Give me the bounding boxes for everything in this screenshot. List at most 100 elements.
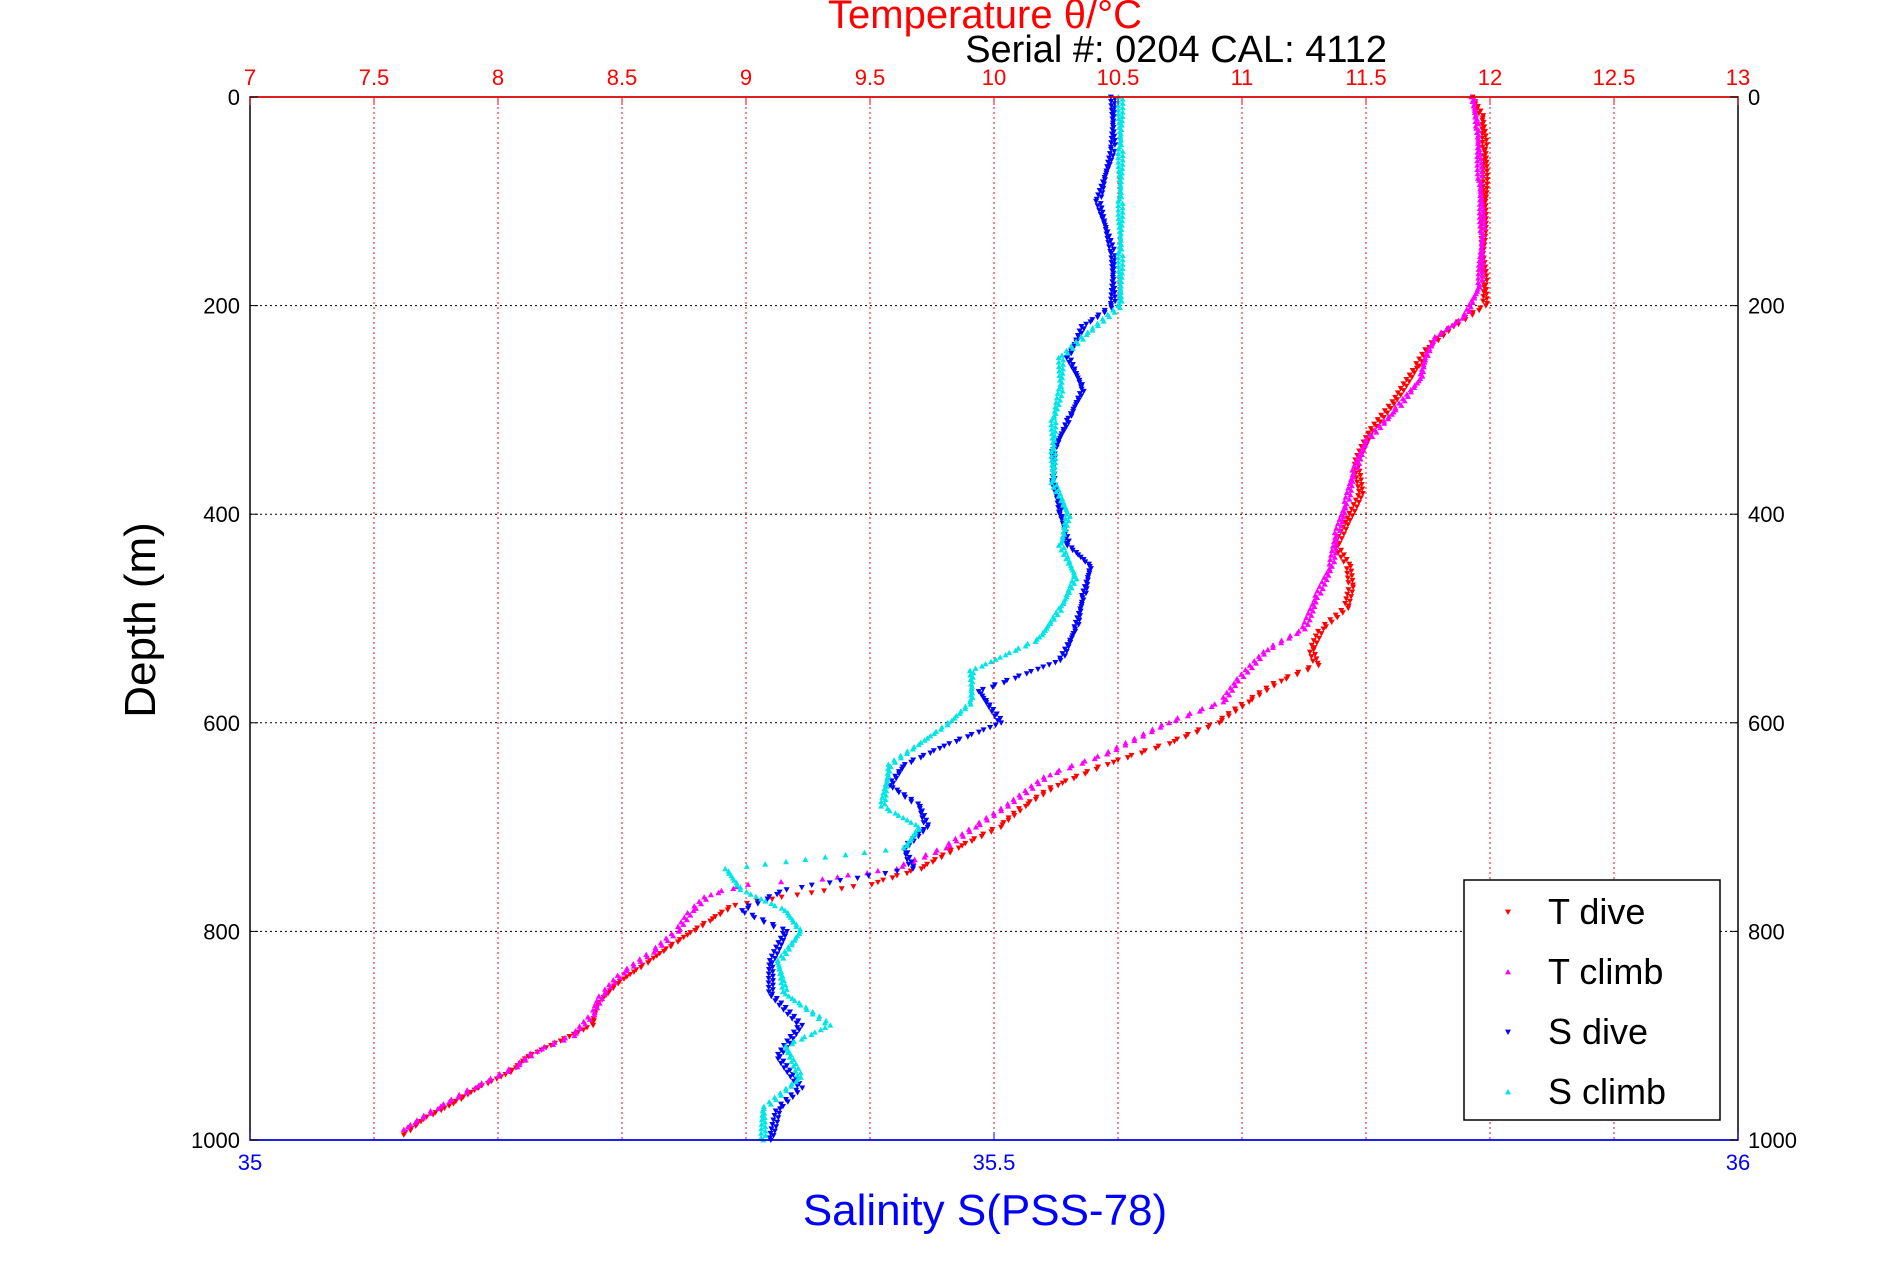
data-point [815, 1015, 822, 1021]
data-point [1055, 354, 1062, 361]
data-point [1483, 137, 1490, 144]
data-point [1032, 796, 1039, 803]
data-point [770, 1117, 777, 1123]
data-point [1017, 808, 1024, 814]
data-point [1479, 173, 1486, 179]
data-point [725, 868, 732, 874]
data-point [976, 821, 983, 828]
legend: T dive T climb S dive S climb [1463, 879, 1721, 1121]
data-point [1455, 317, 1462, 324]
data-point [1342, 526, 1349, 533]
data-point [1004, 801, 1011, 807]
data-point [1115, 146, 1122, 152]
data-point [1079, 336, 1086, 342]
data-point [1349, 513, 1356, 519]
data-point [775, 1115, 782, 1121]
data-point [1005, 803, 1012, 809]
data-point [1347, 491, 1354, 498]
data-point [758, 1130, 765, 1136]
data-point [1483, 277, 1490, 284]
data-point [765, 989, 772, 995]
data-point [774, 1119, 781, 1126]
data-point [962, 705, 969, 712]
data-point [1479, 251, 1486, 257]
data-point [769, 982, 776, 989]
data-point [1477, 151, 1484, 157]
data-point [787, 1074, 794, 1080]
data-point [790, 919, 797, 925]
data-point [1478, 168, 1485, 175]
data-point [968, 731, 975, 738]
data-point [656, 951, 663, 957]
data-point [782, 933, 789, 939]
data-point [758, 1116, 765, 1123]
data-point [446, 1098, 453, 1105]
data-point [912, 828, 919, 835]
data-point [1314, 594, 1321, 601]
data-point [1115, 267, 1122, 274]
data-point [842, 851, 849, 858]
data-point [1482, 207, 1489, 213]
data-point [773, 944, 780, 951]
data-point [427, 1110, 434, 1116]
data-point [1111, 148, 1118, 155]
data-point [1474, 157, 1481, 164]
data-point [768, 900, 775, 906]
data-point [912, 831, 919, 837]
data-point [791, 997, 798, 1004]
data-point [1111, 309, 1118, 315]
data-point [1066, 513, 1073, 519]
data-point [788, 941, 795, 948]
data-point [475, 1082, 482, 1088]
data-point [1117, 233, 1124, 239]
data-point [1312, 651, 1319, 658]
data-point [1115, 102, 1122, 109]
data-point [1115, 259, 1122, 265]
data-point [1482, 128, 1489, 135]
legend-label: T climb [1548, 951, 1663, 992]
data-point [982, 660, 989, 667]
data-point [1359, 486, 1366, 492]
data-point [1342, 494, 1349, 500]
data-point [1479, 203, 1486, 209]
data-point [878, 803, 885, 809]
data-point [908, 819, 915, 825]
data-point [1477, 223, 1484, 229]
data-point [1058, 546, 1065, 553]
data-point [1051, 432, 1058, 439]
data-point [560, 1037, 567, 1043]
data-point [745, 905, 752, 912]
data-point [1080, 326, 1087, 332]
data-point [566, 1034, 573, 1040]
data-point [1115, 211, 1122, 217]
data-point [1310, 647, 1317, 653]
data-point [1397, 385, 1404, 392]
data-point [1239, 704, 1246, 710]
data-point [1482, 264, 1489, 270]
data-point [1011, 813, 1018, 819]
data-point [571, 1032, 578, 1039]
data-point [1115, 757, 1122, 763]
data-point [1338, 523, 1345, 529]
data-point [821, 888, 828, 894]
data-point [1400, 381, 1407, 387]
data-point [1115, 107, 1122, 113]
data-point [478, 1080, 485, 1086]
data-point [1313, 656, 1320, 662]
data-point [1320, 626, 1327, 632]
data-point [1074, 340, 1081, 347]
data-point [1246, 699, 1253, 705]
data-point [722, 865, 729, 872]
data-point [932, 849, 939, 855]
data-point [1307, 605, 1314, 612]
data-point [1011, 798, 1018, 805]
data-point [797, 1074, 804, 1080]
data-point [1397, 392, 1404, 398]
data-point [1476, 253, 1483, 259]
data-point [1048, 448, 1055, 455]
data-point [1303, 614, 1310, 621]
data-point [1119, 100, 1126, 106]
data-point [770, 924, 777, 930]
data-point [1348, 487, 1355, 493]
data-point [893, 873, 900, 879]
